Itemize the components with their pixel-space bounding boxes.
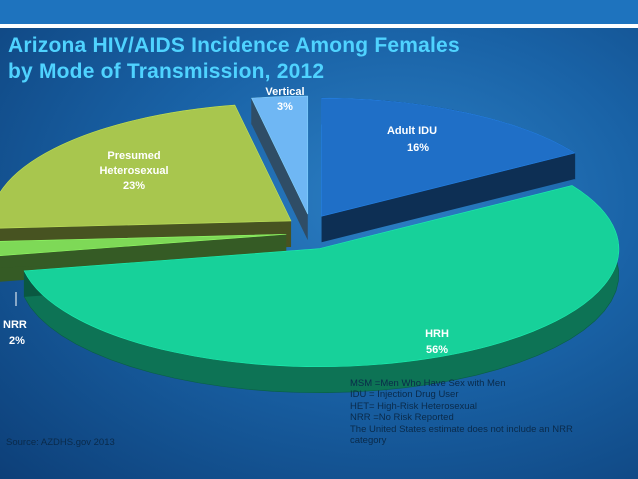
- label-presumed-value: 23%: [123, 180, 145, 192]
- pie-slice-hrh: [23, 185, 620, 368]
- label-vertical-name: Vertical: [265, 86, 304, 98]
- slice-label-presumed-heterosexual: Presumed Heterosexual 23%: [99, 150, 168, 192]
- pie-slice-adult-idu: [321, 97, 576, 217]
- pie-slice-vertical: [251, 95, 309, 215]
- legend-line-msm: MSM =Men Who Have Sex with Men: [350, 378, 506, 389]
- label-adult-idu-value: 16%: [407, 142, 429, 154]
- pie-slice-cut-vertical-0: [251, 98, 308, 241]
- source-note: Source: AZDHS.gov 2013: [6, 437, 115, 448]
- label-adult-idu-name: Adult IDU: [387, 125, 437, 137]
- pie-slice-presumed-heterosexual: [0, 104, 292, 229]
- header-bar: [0, 0, 638, 24]
- slice-label-vertical: Vertical 3%: [265, 86, 304, 113]
- label-nrr-name: NRR: [3, 319, 27, 331]
- chart-title-line-1: Arizona HIV/AIDS Incidence Among Females: [8, 34, 460, 57]
- chart-title-line-2: by Mode of Transmission, 2012: [8, 60, 325, 83]
- legend-line-nrr: NRR =No Risk Reported: [350, 412, 454, 424]
- pie-slice-nrr: [0, 233, 287, 257]
- header-divider: [0, 24, 638, 28]
- label-presumed-line-1: Presumed: [107, 150, 160, 162]
- label-hrh-value: 56%: [426, 344, 448, 356]
- legend-line-het: HET= High-Risk Heterosexual: [350, 400, 477, 412]
- slice-label-adult-idu: Adult IDU 16%: [387, 125, 437, 154]
- slice-label-nrr: NRR 2%: [3, 319, 27, 347]
- legend-line-idu: IDU = Injection Drug User: [350, 389, 459, 401]
- label-vertical-value: 3%: [277, 101, 293, 113]
- label-nrr-value: 2%: [9, 335, 25, 347]
- abbreviation-legend: MSM =Men Who Have Sex with Men IDU = Inj…: [350, 378, 620, 446]
- label-hrh-name: HRH: [425, 328, 449, 340]
- pie-slice-cut-adult-idu-1: [321, 152, 575, 243]
- chart-title: Arizona HIV/AIDS Incidence Among Females…: [8, 33, 460, 85]
- pie-slices: [0, 95, 620, 393]
- slice-label-hrh: HRH 56%: [425, 328, 449, 356]
- legend-line-note: The United States estimate does not incl…: [350, 423, 573, 435]
- legend-line-note-cont: category: [350, 435, 387, 447]
- label-presumed-line-2: Heterosexual: [99, 165, 168, 177]
